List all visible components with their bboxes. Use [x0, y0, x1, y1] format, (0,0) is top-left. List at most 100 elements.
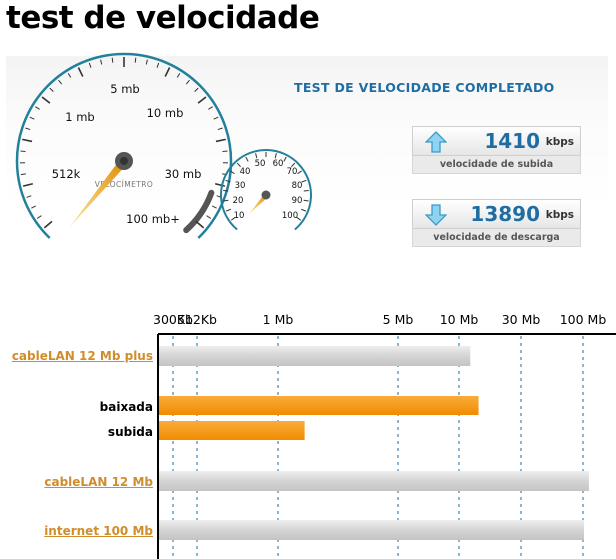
small-gauge-tick [236, 162, 241, 168]
large-gauge-tick [35, 106, 40, 110]
small-gauge-tick [225, 208, 231, 212]
small-gauge-label: 10 [234, 211, 245, 221]
large-gauge-tick [185, 79, 190, 85]
small-gauge-tick [274, 153, 277, 159]
large-gauge-label: 5 mb [110, 82, 139, 96]
upload-speed-label: velocidade de subida [412, 156, 581, 174]
small-gauge-tick [303, 199, 309, 202]
measured-label: baixada [99, 400, 153, 414]
large-gauge-tick [145, 59, 148, 65]
large-gauge-center-label: VELOCÍMETRO [95, 180, 153, 189]
large-gauge-tick [195, 220, 205, 229]
large-gauge-tick [111, 57, 114, 63]
large-gauge-tick [206, 215, 212, 219]
small-gauge-label: 30 [235, 181, 246, 191]
plan-speed-bar [159, 520, 584, 540]
large-gauge-tick [22, 182, 33, 187]
plan-link[interactable]: internet 100 Mb [44, 524, 153, 538]
measured-speed-bar [159, 421, 305, 440]
chart-tick-label: 1 Mb [263, 312, 294, 327]
small-gauge-tick [301, 179, 307, 183]
small-gauge-arc [220, 149, 312, 231]
status-title: TEST DE VELOCIDADE COMPLETADO [294, 80, 555, 95]
large-gauge-tick [164, 67, 171, 77]
large-gauge-tick [134, 57, 137, 63]
large-gauge-tick [43, 220, 53, 229]
large-gauge-tick [217, 127, 223, 131]
small-gauge-tick [245, 156, 249, 162]
small-gauge-tick [297, 170, 302, 175]
large-gauge-tick [25, 127, 31, 131]
small-gauge-label: 60 [273, 159, 284, 169]
small-gauge-label: 20 [233, 196, 244, 206]
arrow-up-icon [425, 131, 447, 153]
small-gauge-hub [261, 190, 271, 200]
chart-tick-label: 300Kb [153, 312, 193, 327]
large-gauge-hub-center [120, 157, 128, 165]
small-gauge-tick [301, 208, 307, 212]
small-gauge-label: 90 [292, 196, 303, 206]
large-gauge-tick [197, 96, 207, 104]
large-gauge-tick [194, 87, 199, 92]
page-title: test de velocidade [6, 0, 320, 36]
download-speed-value: 13890 [470, 202, 540, 226]
small-gauge-tick [223, 190, 229, 192]
measured-speed-bar [159, 396, 479, 415]
large-gauge-tick [58, 79, 63, 85]
large-gauge-tick [67, 73, 72, 78]
small-gauge-label: 100 [282, 211, 298, 221]
plan-link[interactable]: cableLAN 12 Mb plus [11, 349, 153, 363]
large-gauge-tick [49, 87, 54, 92]
small-gauge-label: 80 [292, 181, 303, 191]
small-gauge-tick [230, 216, 236, 221]
chart-tick-label: 30 Mb [502, 312, 541, 327]
large-gauge-tick [88, 62, 92, 68]
large-gauge-tick [176, 73, 181, 78]
large-gauge-tick [213, 116, 219, 120]
chart-tick-label: 100 Mb [560, 312, 607, 327]
speedometer-gauges: 512k 1 mb 5 mb 10 mb 30 mb 100 mb+ VELOCÍMETRO… [15, 52, 312, 239]
large-gauge-tick [208, 106, 213, 110]
small-gauge-tick [291, 162, 296, 168]
large-gauge-tick [215, 182, 226, 187]
plan-speed-bar [159, 471, 589, 491]
download-speed-card: 13890 kbps velocidade de descarga [412, 199, 581, 247]
chart-tick-label: 10 Mb [440, 312, 479, 327]
large-gauge-tick [20, 173, 26, 176]
large-gauge-tick [31, 205, 37, 209]
large-gauge-tick [100, 59, 103, 65]
upload-speed-card: 1410 kbps velocidade de subida [412, 126, 581, 174]
small-gauge-label: 70 [287, 167, 298, 177]
large-gauge-tick [215, 138, 226, 143]
small-gauge-tick [225, 179, 231, 183]
chart-tick-label: 512Kb [177, 312, 217, 327]
large-gauge-tick [211, 205, 217, 209]
large-gauge-label: 10 mb [147, 106, 184, 120]
plan-link[interactable]: cableLAN 12 Mb [44, 475, 153, 489]
download-speed-label: velocidade de descarga [412, 229, 581, 247]
large-gauge-label: 100 mb+ [126, 212, 180, 226]
large-gauge-tick [41, 96, 51, 104]
small-gauge-tick [303, 190, 309, 192]
large-gauge-tick [36, 215, 42, 219]
upload-speed-value: 1410 [484, 129, 540, 153]
measured-label: subida [107, 425, 153, 439]
large-gauge-label: 512k [52, 167, 81, 181]
large-gauge-tick [26, 195, 32, 198]
small-gauge-tick [255, 153, 258, 159]
large-gauge-tick [29, 116, 35, 120]
small-gauge-tick [230, 170, 235, 175]
large-gauge-max-band [183, 189, 215, 234]
small-gauge-tick [296, 216, 302, 221]
plan-speed-bar [159, 346, 471, 366]
large-gauge-tick [77, 67, 84, 77]
chart-tick-label: 5 Mb [383, 312, 414, 327]
small-gauge-tick [283, 156, 287, 162]
large-gauge-label: 30 mb [165, 167, 202, 181]
small-gauge-label: 40 [240, 167, 251, 177]
large-gauge-tick [156, 62, 160, 68]
large-gauge-needle [69, 158, 127, 228]
arrow-down-icon [425, 204, 447, 226]
upload-speed-unit: kbps [545, 136, 574, 148]
